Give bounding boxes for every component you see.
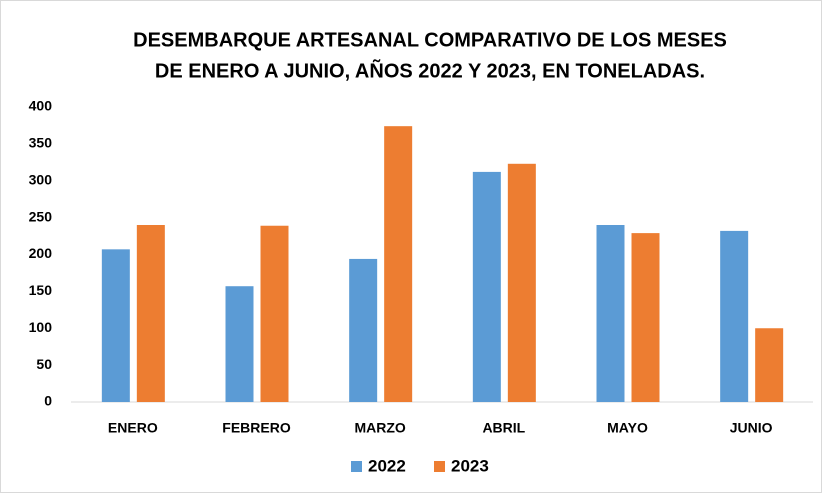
chart-title: DESEMBARQUE ARTESANAL COMPARATIVO DE LOS… [133,29,727,51]
bar [101,249,130,402]
bar [384,126,413,403]
y-tick-label: 100 [29,319,53,335]
x-tick-label: FEBRERO [222,420,291,436]
x-tick-label: ABRIL [482,420,525,436]
y-tick-label: 300 [29,171,53,187]
y-tick-label: 50 [36,356,52,372]
legend-swatch [434,461,445,472]
legend-label: 2022 [368,456,406,475]
chart-title: DE ENERO A JUNIO, AÑOS 2022 Y 2023, EN T… [155,59,705,82]
bar [349,258,378,402]
bar [472,171,501,402]
bar [720,230,749,402]
x-tick-label: ENERO [108,420,158,436]
x-tick-label: JUNIO [730,420,773,436]
x-tick-label: MARZO [355,420,406,436]
bar [755,328,784,402]
legend-label: 2023 [451,456,489,475]
y-tick-label: 0 [44,393,52,409]
y-tick-label: 400 [29,98,53,114]
bar [596,225,625,402]
y-tick-label: 250 [29,208,53,224]
bar [225,286,254,402]
y-tick-label: 150 [29,282,53,298]
bar [631,233,660,402]
bar [260,225,289,402]
bar [507,163,536,402]
y-tick-label: 200 [29,245,53,261]
x-tick-label: MAYO [607,420,648,436]
legend-swatch [351,461,362,472]
bar [136,225,165,402]
y-tick-label: 350 [29,135,53,151]
